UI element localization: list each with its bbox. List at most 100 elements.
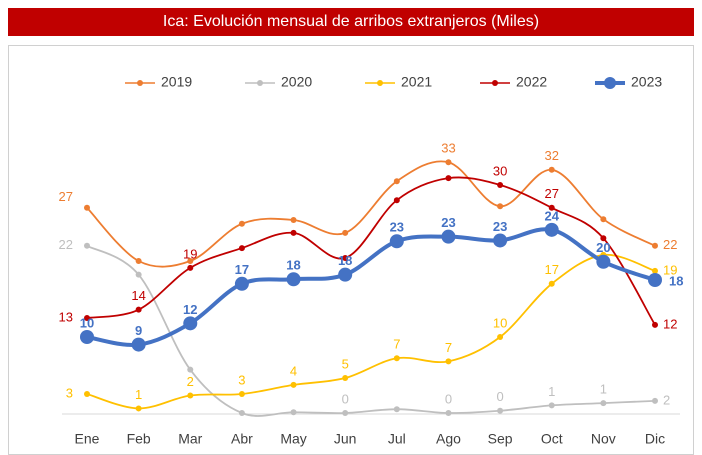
- data-point: [342, 254, 349, 261]
- data-label: 23: [390, 220, 404, 235]
- data-label: 24: [544, 208, 559, 223]
- x-tick-label: Dic: [645, 431, 665, 447]
- data-point: [493, 233, 508, 248]
- data-label: 2: [663, 392, 670, 407]
- series-line: [86, 227, 656, 347]
- x-tick-label: May: [280, 431, 306, 447]
- chart-title: Ica: Evolución mensual de arribos extran…: [163, 13, 539, 30]
- data-label: 33: [441, 141, 455, 156]
- data-point: [338, 267, 353, 282]
- x-tick-label: Ene: [75, 431, 100, 447]
- data-label: 18: [338, 253, 352, 268]
- x-tick-label: Jun: [334, 431, 357, 447]
- data-point: [290, 229, 297, 236]
- data-point: [548, 402, 555, 409]
- data-label: 7: [445, 340, 452, 355]
- data-point: [600, 235, 607, 242]
- data-point: [445, 410, 452, 416]
- x-tick-label: Feb: [127, 431, 151, 447]
- x-tick-label: Sep: [488, 431, 513, 447]
- data-point: [596, 254, 611, 269]
- legend-marker: [604, 77, 616, 89]
- data-point: [445, 159, 452, 166]
- data-point: [393, 197, 400, 204]
- x-tick-label: Jul: [388, 431, 406, 447]
- data-label: 12: [183, 302, 197, 317]
- data-point: [600, 216, 607, 223]
- data-point: [238, 410, 245, 416]
- data-point: [234, 276, 249, 291]
- data-point: [286, 272, 301, 287]
- series-line: [86, 160, 656, 268]
- series-line: [86, 253, 656, 410]
- legend-marker: [137, 80, 143, 86]
- data-label: 32: [544, 148, 558, 163]
- data-point: [238, 245, 245, 252]
- data-point: [652, 397, 658, 404]
- data-label: 19: [183, 246, 197, 261]
- data-point: [135, 258, 142, 264]
- data-point: [290, 409, 297, 416]
- data-point: [342, 375, 349, 382]
- data-point: [135, 405, 142, 412]
- data-point: [548, 280, 555, 287]
- data-point: [652, 267, 658, 274]
- data-point: [342, 229, 349, 236]
- data-label: 30: [493, 163, 507, 178]
- data-label: 22: [59, 237, 73, 252]
- data-point: [131, 337, 146, 352]
- data-label: 27: [59, 189, 73, 204]
- data-point: [497, 334, 504, 340]
- data-point: [84, 315, 90, 321]
- data-label: 13: [59, 309, 73, 324]
- data-point: [652, 242, 658, 249]
- data-label: 27: [544, 186, 558, 201]
- data-label: 12: [663, 316, 677, 331]
- data-label: 0: [445, 391, 452, 406]
- data-label: 18: [286, 258, 300, 273]
- data-label: 20: [596, 240, 610, 255]
- legend-label: 2022: [516, 74, 547, 90]
- legend-marker: [492, 80, 498, 86]
- legend-label: 2023: [631, 74, 662, 90]
- data-label: 9: [135, 323, 142, 338]
- data-point: [544, 222, 559, 237]
- data-label: 23: [441, 215, 455, 230]
- legend-marker: [377, 80, 383, 86]
- data-label: 10: [493, 315, 507, 330]
- data-label: 17: [235, 262, 249, 277]
- data-point: [187, 264, 194, 271]
- legend-label: 2019: [161, 74, 192, 90]
- series-line: [86, 244, 656, 417]
- data-label: 1: [135, 387, 142, 402]
- data-label: 10: [80, 315, 94, 330]
- data-point: [393, 178, 400, 185]
- data-label: 4: [290, 363, 297, 378]
- data-point: [445, 175, 452, 182]
- legend-label: 2020: [281, 74, 312, 90]
- chart-border: [8, 45, 694, 455]
- data-point: [238, 391, 245, 397]
- data-point: [497, 182, 504, 188]
- data-label: 0: [342, 391, 349, 406]
- data-label: 14: [131, 288, 145, 303]
- data-label: 3: [66, 385, 73, 400]
- data-label: 23: [493, 219, 507, 234]
- data-label: 3: [238, 372, 245, 387]
- data-label: 2: [187, 374, 194, 389]
- legend-marker: [257, 80, 263, 86]
- data-point: [342, 410, 349, 416]
- data-point: [135, 271, 142, 278]
- series-line: [86, 176, 656, 326]
- x-tick-label: Mar: [178, 431, 202, 447]
- data-label: 18: [669, 273, 683, 288]
- data-point: [187, 258, 194, 264]
- data-label: 1: [548, 384, 555, 399]
- data-point: [393, 355, 400, 362]
- data-point: [600, 400, 607, 407]
- data-label: 17: [544, 262, 558, 277]
- data-label: 0: [496, 389, 503, 404]
- data-point: [238, 220, 245, 227]
- legend-label: 2021: [401, 74, 432, 90]
- data-label: 7: [393, 337, 400, 352]
